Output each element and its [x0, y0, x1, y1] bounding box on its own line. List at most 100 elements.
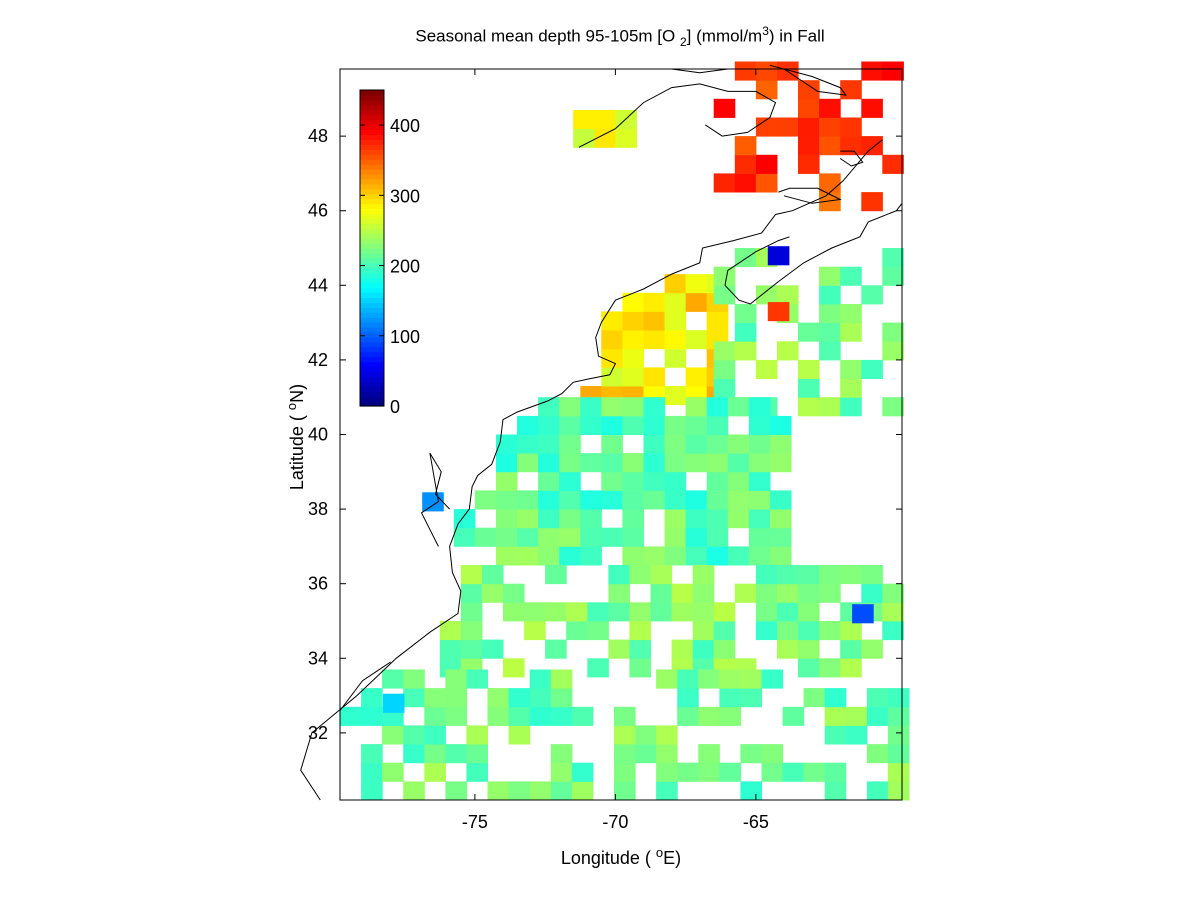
grid-cell	[677, 706, 699, 726]
grid-cell	[664, 527, 687, 547]
grid-cell	[361, 781, 383, 801]
coastline-segment	[671, 68, 728, 74]
grid-cell	[777, 583, 799, 603]
grid-cell	[629, 639, 651, 659]
grid-cell	[734, 154, 757, 174]
colorbar-segment	[360, 139, 384, 145]
grid-cell	[601, 311, 623, 331]
grid-cell	[629, 565, 651, 585]
grid-cell	[508, 781, 531, 801]
grid-cell	[798, 322, 820, 342]
grid-cell	[573, 110, 595, 130]
grid-cell	[517, 434, 539, 454]
heatmap-cells	[340, 61, 910, 801]
grid-cell	[755, 583, 778, 603]
colorbar-tick-label: 100	[390, 327, 420, 347]
grid-cell	[508, 688, 531, 708]
grid-cell	[439, 621, 462, 641]
grid-cell	[664, 292, 687, 312]
grid-cell	[580, 453, 602, 473]
y-tick-label: 38	[308, 499, 328, 519]
grid-cell	[580, 546, 602, 566]
coastline-segment	[578, 83, 777, 148]
y-axis-ticks: 32 34 36 38 40 42 44 46 48	[308, 126, 902, 743]
grid-cell	[727, 509, 750, 529]
grid-cell	[887, 706, 910, 726]
grid-cell	[664, 415, 687, 435]
colorbar-segment	[360, 327, 384, 333]
colorbar-segment	[360, 154, 384, 160]
grid-cell	[755, 359, 778, 379]
grid-cell	[601, 471, 623, 491]
y-tick-label: 34	[308, 648, 328, 668]
grid-cell	[671, 583, 694, 603]
colorbar-segment	[360, 381, 384, 387]
grid-cell	[755, 565, 778, 585]
x-tick-label: -75	[462, 812, 488, 832]
grid-cell	[887, 725, 910, 745]
grid-cell	[622, 527, 644, 547]
grid-cell	[727, 397, 750, 417]
grid-cell	[580, 527, 602, 547]
grid-cell	[424, 725, 446, 745]
grid-cell	[798, 98, 820, 118]
grid-cell	[677, 762, 699, 782]
grid-cell	[777, 621, 799, 641]
grid-cell	[601, 490, 623, 510]
grid-cell	[571, 706, 594, 726]
grid-cell	[748, 546, 771, 566]
grid-cell	[671, 602, 694, 622]
coastline-segment	[339, 661, 391, 711]
grid-cell	[861, 359, 883, 379]
grid-cell	[861, 192, 883, 212]
colorbar-tick-label: 400	[390, 116, 420, 136]
grid-cell	[698, 669, 720, 689]
colorbar-segment	[360, 386, 384, 392]
grid-cell	[819, 173, 841, 193]
grid-cell	[529, 688, 552, 708]
grid-cell	[748, 509, 771, 529]
grid-cell	[439, 639, 462, 659]
grid-cell	[761, 762, 784, 782]
grid-cell	[755, 173, 778, 193]
grid-cell	[713, 341, 736, 361]
colorbar-segment	[360, 277, 384, 284]
grid-cell	[517, 509, 539, 529]
coastline-segment	[420, 452, 450, 547]
grid-cell	[517, 490, 539, 510]
grid-cell	[840, 658, 862, 678]
grid-cell	[748, 471, 771, 491]
grid-cell	[664, 453, 687, 473]
grid-cell-highlight	[767, 246, 790, 266]
grid-cell	[538, 434, 560, 454]
grid-cell	[840, 304, 862, 324]
grid-cell	[769, 490, 792, 510]
coastline-segment	[300, 139, 883, 801]
colorbar-segment	[360, 144, 384, 150]
grid-cell	[866, 744, 889, 764]
grid-cell	[882, 341, 904, 361]
colorbar-segment	[360, 287, 384, 294]
colorbar-segment	[360, 134, 384, 140]
grid-cell	[761, 744, 784, 764]
grid-cell	[460, 583, 483, 603]
grid-cell	[643, 311, 666, 331]
grid-cell	[382, 669, 404, 689]
grid-cell	[580, 415, 602, 435]
grid-cell	[382, 762, 404, 782]
grid-cell	[664, 434, 687, 454]
x-tick-label: -70	[602, 812, 628, 832]
grid-cell	[769, 453, 792, 473]
grid-cell	[643, 330, 666, 350]
grid-cell	[587, 621, 609, 641]
grid-cell	[861, 565, 883, 585]
grid-cell	[622, 348, 644, 368]
colorbar-tick-label: 0	[390, 397, 400, 417]
grid-cell	[769, 434, 792, 454]
grid-cell	[706, 546, 729, 566]
colorbar-segment	[360, 149, 384, 155]
grid-cell	[719, 762, 741, 782]
grid-cell	[819, 285, 841, 305]
colorbar-segment	[360, 90, 384, 96]
grid-cell	[622, 453, 644, 473]
